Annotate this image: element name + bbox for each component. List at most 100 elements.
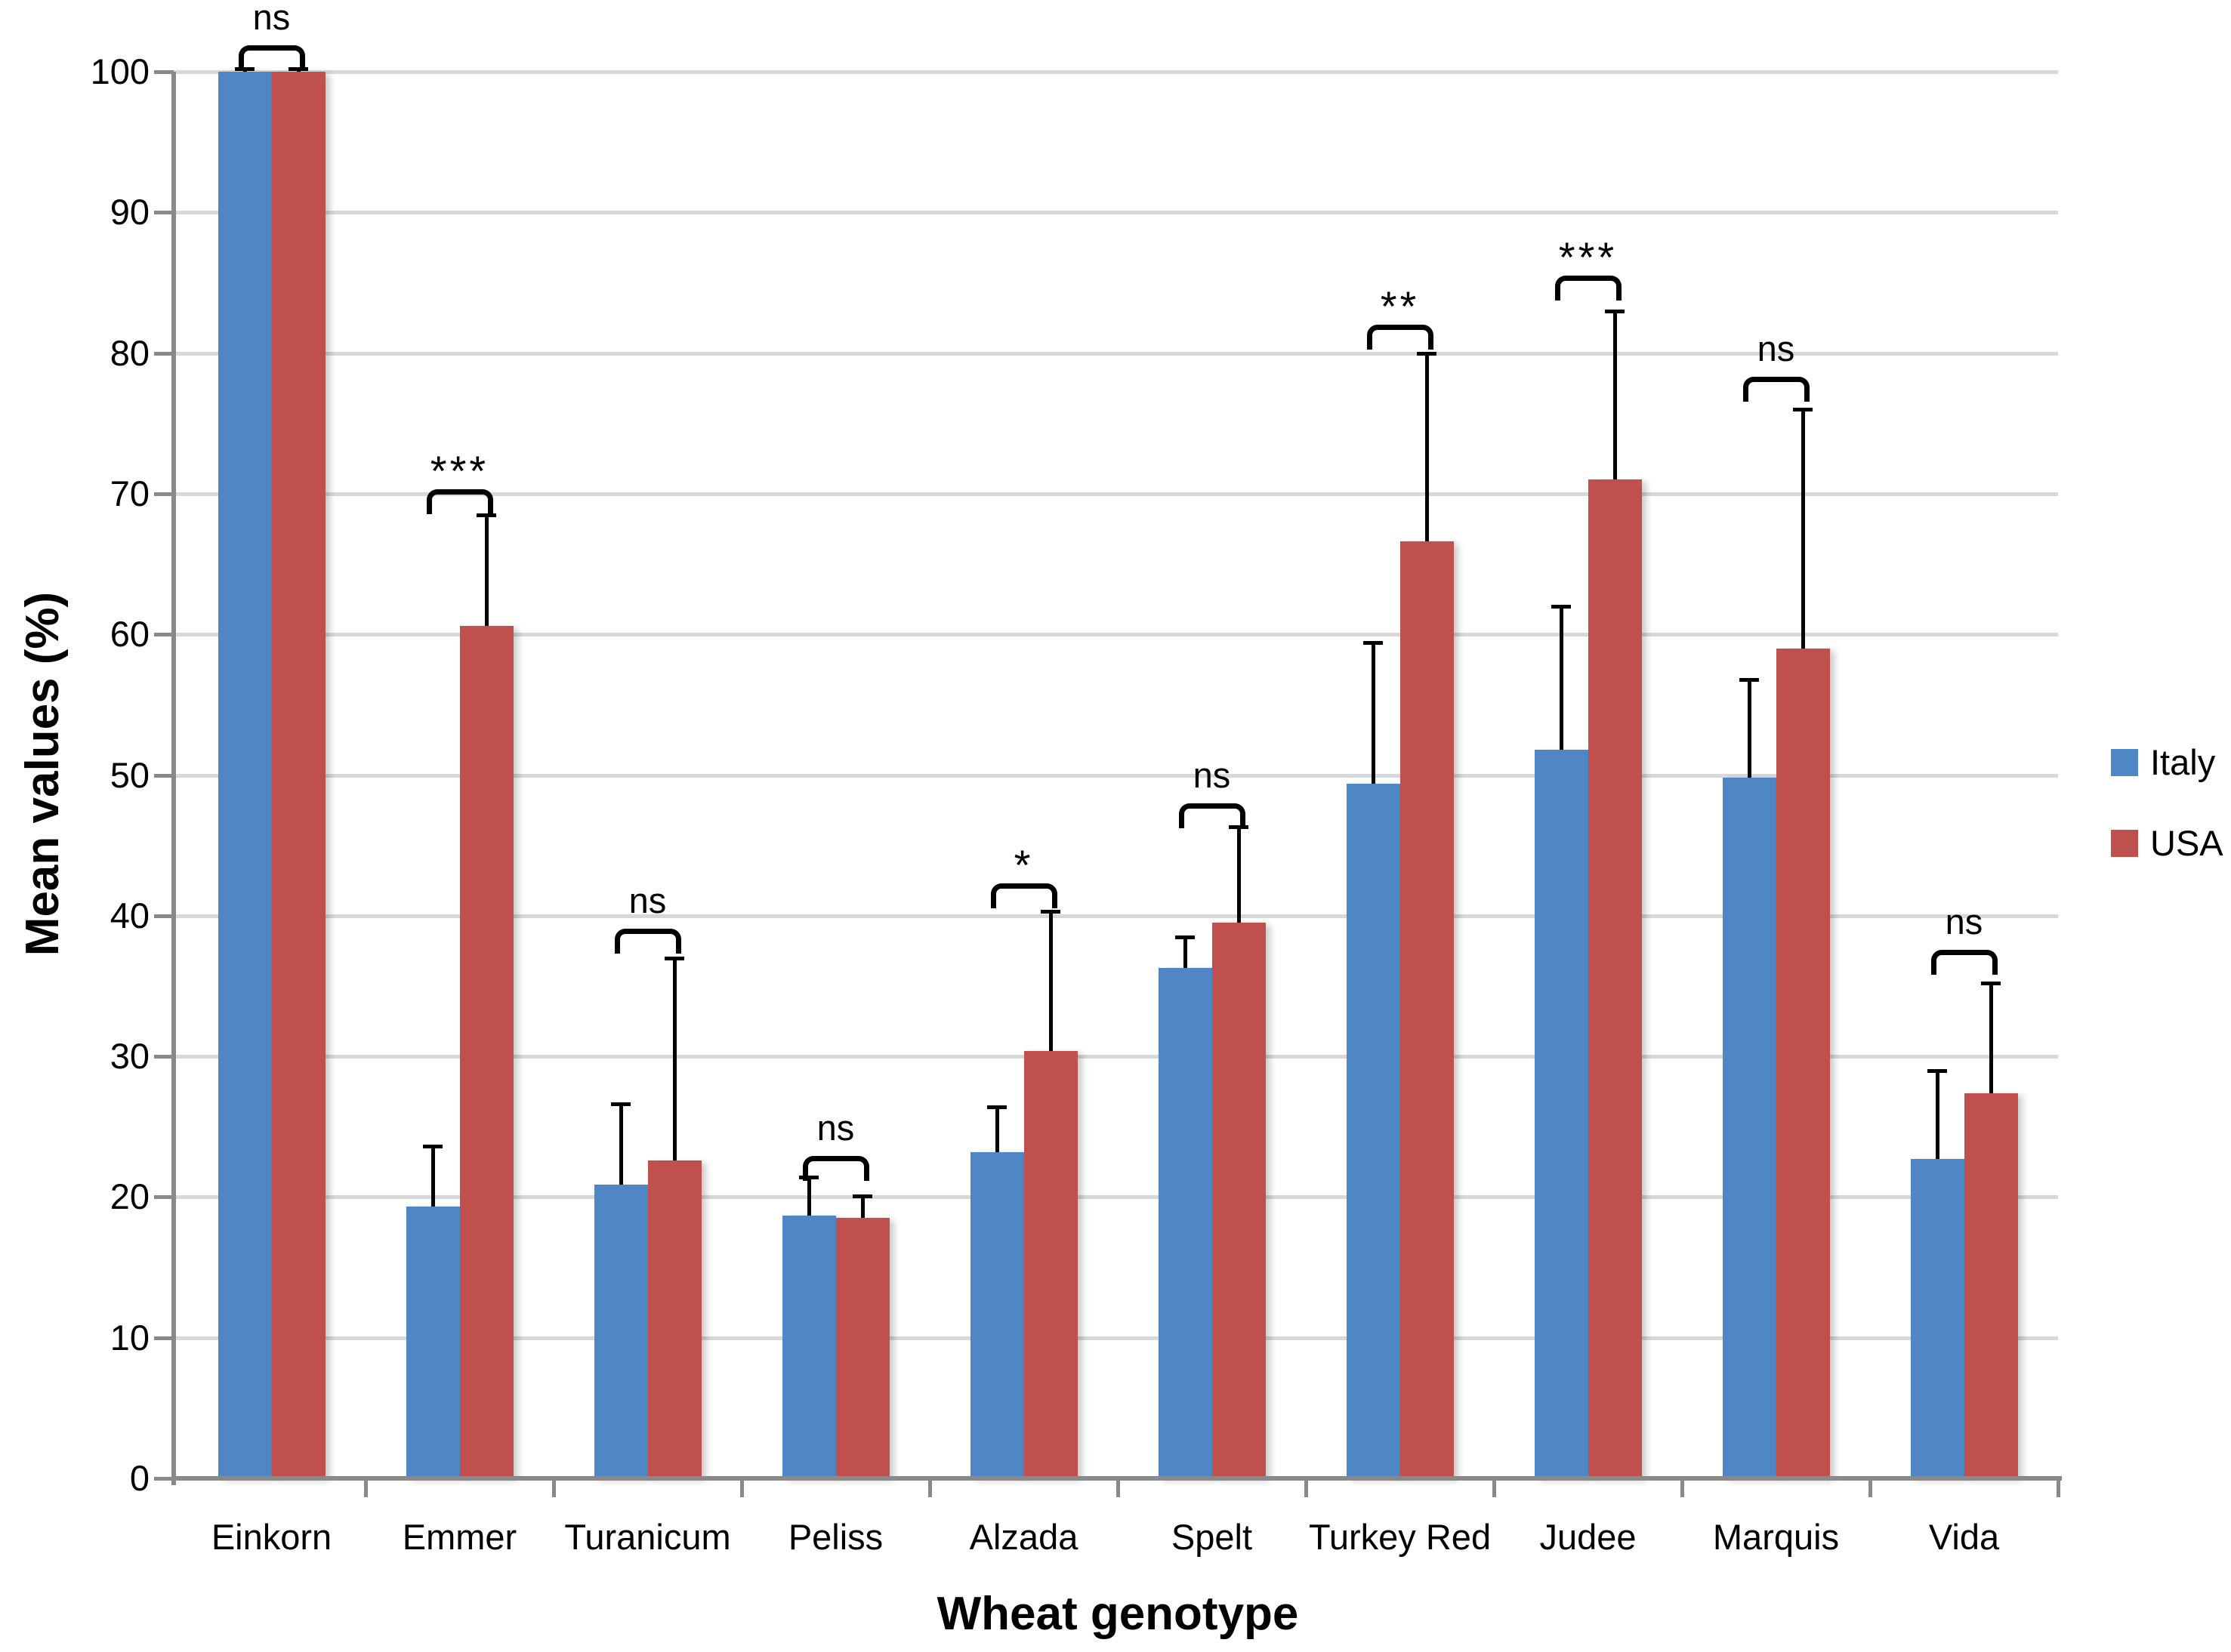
y-tick-label-0: 0: [129, 1458, 150, 1498]
x-tick-label-peliss: Peliss: [788, 1517, 884, 1557]
error-cap-usa-turanicum: [665, 956, 684, 960]
error-cap-usa-judee: [1605, 309, 1625, 313]
bar-italy-alzada: [970, 1151, 1024, 1478]
x-axis-tick-5: [1116, 1481, 1120, 1497]
error-bar-usa-vida: [1989, 983, 1993, 1093]
significance-label-einkorn: ns: [252, 0, 291, 37]
error-cap-italy-turkey-red: [1363, 641, 1383, 646]
error-cap-italy-emmer: [423, 1145, 443, 1149]
bar-italy-turkey-red: [1346, 783, 1400, 1478]
significance-label-turanicum: ns: [628, 880, 667, 920]
error-bar-usa-alzada: [1048, 911, 1053, 1051]
bar-italy-judee: [1534, 749, 1588, 1478]
legend-swatch-italy: [2111, 749, 2138, 776]
gridline-30: [174, 1055, 2058, 1059]
significance-label-marquis: ns: [1757, 328, 1795, 369]
gridline-10: [174, 1336, 2058, 1340]
error-bar-italy-judee: [1559, 606, 1563, 750]
bar-usa-einkorn: [271, 72, 326, 1478]
error-bar-usa-spelt: [1236, 827, 1241, 923]
gridline-60: [174, 633, 2058, 637]
significance-label-spelt: ns: [1193, 754, 1231, 795]
significance-bracket-einkorn: [238, 45, 305, 70]
y-axis-line: [171, 72, 176, 1485]
gridline-70: [174, 492, 2058, 496]
significance-label-turkey-red: **: [1380, 282, 1420, 331]
bar-usa-spelt: [1211, 923, 1266, 1478]
y-axis-tick-80: [154, 351, 174, 356]
legend-label-usa: USA: [2150, 823, 2223, 863]
x-axis-line: [174, 1476, 2062, 1481]
gridline-20: [174, 1195, 2058, 1200]
error-bar-usa-peliss: [860, 1195, 865, 1219]
y-axis-tick-100: [154, 70, 174, 74]
x-tick-label-spelt: Spelt: [1171, 1517, 1253, 1557]
y-tick-label-50: 50: [110, 754, 150, 795]
y-axis-tick-40: [154, 914, 174, 918]
y-axis-title: Mean values (%): [17, 591, 69, 957]
significance-label-emmer: ***: [430, 447, 489, 495]
error-bar-usa-turanicum: [672, 957, 677, 1160]
error-cap-italy-vida: [1927, 1068, 1947, 1073]
y-tick-label-30: 30: [110, 1036, 150, 1077]
significance-bracket-turanicum: [614, 928, 681, 954]
significance-bracket-peliss: [802, 1156, 869, 1182]
legend-item-usa: USA: [2111, 824, 2223, 862]
x-axis-tick-4: [928, 1481, 932, 1497]
x-axis-tick-10: [2057, 1481, 2060, 1497]
error-bar-italy-emmer: [430, 1146, 435, 1207]
x-tick-label-marquis: Marquis: [1712, 1517, 1840, 1557]
legend-item-italy: Italy: [2111, 744, 2223, 781]
x-axis-tick-6: [1304, 1481, 1308, 1497]
significance-bracket-judee: [1554, 276, 1622, 301]
y-tick-label-40: 40: [110, 895, 150, 935]
error-bar-italy-vida: [1935, 1070, 1939, 1160]
x-axis-tick-7: [1492, 1481, 1496, 1497]
legend-swatch-usa: [2111, 830, 2138, 857]
y-tick-label-60: 60: [110, 614, 150, 655]
error-cap-usa-emmer: [477, 513, 496, 517]
significance-bracket-turkey-red: [1366, 325, 1433, 350]
significance-bracket-alzada: [990, 883, 1057, 908]
x-tick-label-judee: Judee: [1539, 1517, 1637, 1557]
error-bar-usa-emmer: [484, 514, 489, 627]
gridline-90: [174, 211, 2058, 215]
x-tick-label-turkey-red: Turkey Red: [1308, 1517, 1492, 1557]
bar-italy-marquis: [1722, 778, 1776, 1478]
error-bar-usa-turkey-red: [1424, 353, 1429, 542]
y-axis-tick-70: [154, 492, 174, 496]
y-tick-label-90: 90: [110, 192, 150, 233]
y-axis-tick-10: [154, 1336, 174, 1340]
error-bar-italy-turanicum: [619, 1104, 623, 1185]
bar-italy-einkorn: [218, 72, 272, 1478]
error-cap-italy-judee: [1551, 604, 1571, 609]
x-axis-tick-9: [1868, 1481, 1872, 1497]
x-tick-label-vida: Vida: [1928, 1517, 2000, 1557]
error-bar-italy-peliss: [807, 1177, 811, 1216]
significance-label-peliss: ns: [816, 1108, 855, 1148]
bar-usa-judee: [1588, 479, 1642, 1478]
y-axis-tick-50: [154, 773, 174, 778]
error-bar-italy-alzada: [995, 1107, 999, 1152]
significance-bracket-spelt: [1178, 803, 1245, 828]
bar-usa-vida: [1964, 1093, 2018, 1478]
y-axis-tick-60: [154, 633, 174, 637]
bar-usa-peliss: [835, 1218, 890, 1478]
error-bar-italy-marquis: [1747, 679, 1751, 778]
x-axis-tick-8: [1680, 1481, 1684, 1497]
y-axis-tick-30: [154, 1055, 174, 1059]
gridline-40: [174, 914, 2058, 918]
x-axis-tick-1: [364, 1481, 368, 1497]
y-tick-label-20: 20: [110, 1176, 150, 1217]
significance-bracket-marquis: [1742, 377, 1810, 402]
significance-bracket-emmer: [426, 489, 493, 515]
y-tick-label-10: 10: [110, 1317, 150, 1358]
error-cap-usa-peliss: [853, 1194, 872, 1198]
y-tick-label-80: 80: [110, 332, 150, 373]
gridline-50: [174, 773, 2058, 778]
error-cap-usa-alzada: [1041, 910, 1060, 914]
legend-label-italy: Italy: [2150, 742, 2216, 782]
x-tick-label-emmer: Emmer: [402, 1517, 517, 1557]
bar-italy-vida: [1910, 1159, 1964, 1478]
